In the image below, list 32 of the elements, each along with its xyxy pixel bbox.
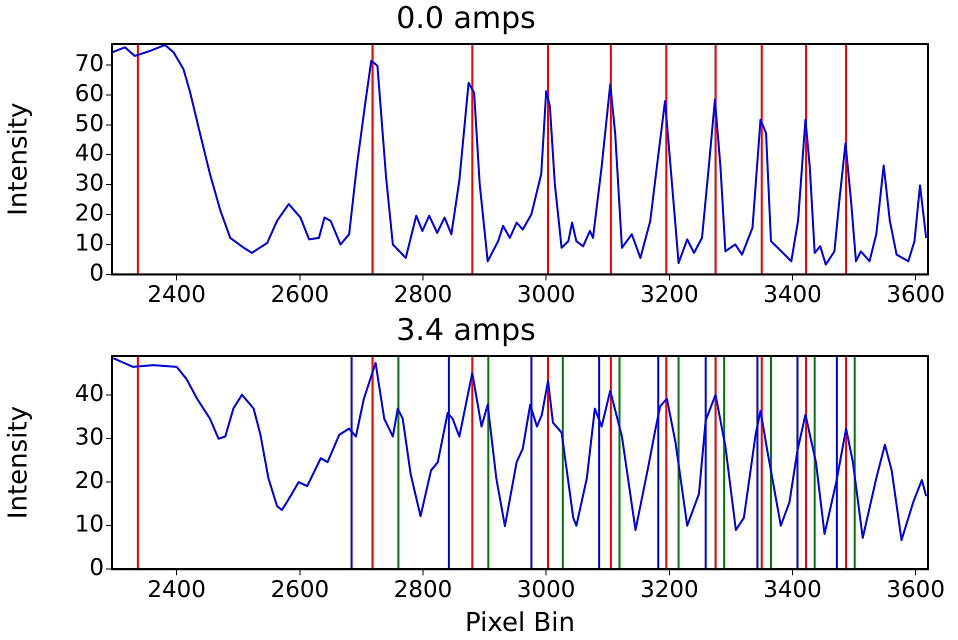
y-axis-title: Intensity <box>3 406 34 520</box>
x-tick-label: 3400 <box>763 282 822 308</box>
x-tick-label: 3200 <box>640 576 699 603</box>
y-tick-label: 20 <box>74 200 104 227</box>
y-tick-label: 30 <box>74 424 104 451</box>
x-tick-label: 3000 <box>516 282 576 308</box>
x-axis-title: Pixel Bin <box>465 608 575 638</box>
x-tick-label: 2400 <box>147 576 206 603</box>
chart-title: 0.0 amps <box>396 0 536 36</box>
x-tick-label: 3400 <box>763 576 822 603</box>
y-tick-label: 70 <box>74 50 104 77</box>
chart-title: 3.4 amps <box>396 312 536 348</box>
x-tick-label: 2400 <box>147 282 206 308</box>
y-tick-label: 10 <box>74 512 104 538</box>
x-tick-label: 2600 <box>270 576 330 603</box>
y-axis-title: Intensity <box>3 102 34 216</box>
y-tick-label: 40 <box>74 140 104 167</box>
x-tick-label: 2800 <box>394 576 452 603</box>
y-tick-label: 10 <box>74 230 104 256</box>
y-tick-label: 50 <box>74 110 104 137</box>
y-tick-label: 30 <box>74 170 104 197</box>
y-tick-label: 0 <box>89 555 104 582</box>
x-tick-label: 3600 <box>886 576 945 603</box>
x-tick-label: 2600 <box>270 282 330 308</box>
x-tick-label: 3600 <box>886 282 945 308</box>
y-tick-label: 20 <box>74 468 104 494</box>
x-tick-label: 2800 <box>394 282 452 308</box>
y-tick-label: 0 <box>89 260 104 286</box>
x-tick-label: 3000 <box>516 576 576 603</box>
y-tick-label: 60 <box>74 80 104 107</box>
x-tick-label: 3200 <box>640 282 699 308</box>
y-tick-label: 40 <box>74 381 104 408</box>
